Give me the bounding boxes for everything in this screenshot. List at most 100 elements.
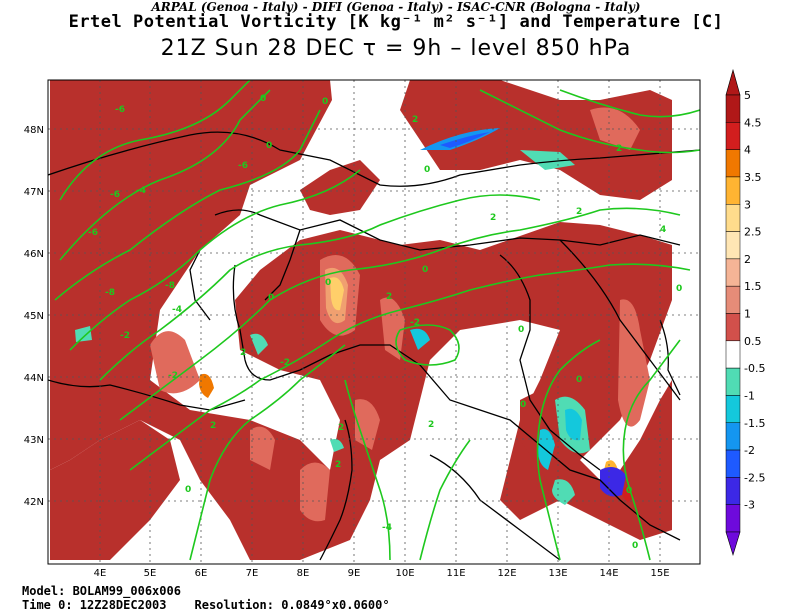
lon-label: 11E — [446, 568, 465, 579]
colorbar-label: 3 — [744, 198, 751, 211]
colorbar-top-arrow — [725, 68, 741, 96]
contour-label: 0 — [422, 265, 428, 275]
lon-label: 14E — [599, 568, 618, 579]
contour-label: -6 — [115, 105, 125, 115]
lon-label: 5E — [144, 568, 157, 579]
lat-label: 42N — [24, 497, 44, 508]
colorbar-label: 4.5 — [744, 116, 762, 129]
colorbar-label: -1 — [744, 389, 755, 402]
colorbar-box — [725, 422, 741, 451]
colorbar-boxes — [725, 94, 741, 533]
field-title: Ertel Potential Vorticity [K kg⁻¹ m² s⁻¹… — [68, 12, 724, 32]
pv-field — [50, 80, 672, 560]
colorbar-bottom-arrow — [725, 531, 741, 557]
contour-label: -4 — [172, 305, 182, 315]
footer-resolution: Resolution: 0.0849°x0.0600° — [194, 598, 390, 612]
contour-label: -8 — [105, 288, 115, 298]
colorbar-box — [725, 149, 741, 178]
colorbar-label: 4 — [744, 144, 751, 157]
colorbar-box — [725, 449, 741, 478]
contour-label: 2 — [335, 460, 341, 470]
colorbar-labels: 5 4.5 4 3.5 3 2.5 2 1.5 1 0.5 -0.5 -1 -1.5 -2 -2.5 -3 — [744, 89, 765, 512]
colorbar-label: -2 — [744, 444, 755, 457]
contour-label: -6 — [110, 190, 120, 200]
lon-label: 15E — [650, 568, 669, 579]
pv-positive-areas — [50, 80, 672, 560]
pv-negative-areas — [75, 128, 626, 505]
colorbar-label: 1.5 — [744, 280, 762, 293]
colorbar-box — [725, 367, 741, 396]
plot-frame — [47, 79, 701, 565]
colorbar-label: -3 — [744, 499, 755, 512]
lon-label: 13E — [548, 568, 567, 579]
lat-label: 48N — [24, 125, 44, 136]
contour-label: 0 — [268, 293, 274, 303]
colorbar-box — [725, 258, 741, 287]
coastlines-borders — [48, 131, 700, 561]
colorbar-box — [725, 285, 741, 314]
colorbar-box — [725, 231, 741, 260]
contour-label: 2 — [338, 423, 344, 433]
contour-label: -4 — [382, 523, 392, 533]
contour-label: -2 — [168, 371, 178, 381]
colorbar-box — [725, 176, 741, 205]
contour-label: -8 — [165, 281, 175, 291]
colorbar-box — [725, 122, 741, 150]
colorbar-box — [725, 94, 741, 123]
latitude-labels: 48N 47N 46N 45N 44N 43N 42N — [24, 125, 44, 508]
contour-label: 4 — [660, 225, 666, 235]
contour-label: 0 — [322, 97, 328, 107]
lon-label: 10E — [395, 568, 414, 579]
contour-label: -2 — [410, 318, 420, 328]
colorbar-label: 2 — [744, 253, 751, 266]
contour-label: 0 — [626, 486, 632, 496]
contour-label: -4 — [136, 186, 146, 196]
colorbar-label: 5 — [744, 89, 751, 102]
contour-label: 2 — [490, 213, 496, 223]
contour-label: 0 — [185, 485, 191, 495]
lon-label: 9E — [348, 568, 361, 579]
colorbar-box — [725, 395, 741, 423]
contour-label: 0 — [676, 284, 682, 294]
colorbar-label: 0.5 — [744, 335, 762, 348]
contour-label: 0 — [266, 141, 272, 151]
colorbar-box — [725, 204, 741, 232]
lat-label: 45N — [24, 311, 44, 322]
colorbar-box — [725, 504, 741, 533]
contour-label: 2 — [428, 420, 434, 430]
contour-label: -6 — [238, 161, 248, 171]
lon-label: 7E — [246, 568, 259, 579]
colorbar-label: 2.5 — [744, 226, 762, 239]
contour-label: -2 — [280, 358, 290, 368]
valid-time-title: 21Z Sun 28 DEC τ = 9h – level 850 hPa — [160, 36, 632, 61]
contour-label: 0 — [632, 541, 638, 551]
contour-label: 0 — [520, 400, 526, 410]
longitude-labels: 4E 5E 6E 7E 8E 9E 10E 11E 12E 13E 14E 15… — [94, 568, 670, 579]
contour-label: 2 — [386, 292, 392, 302]
contour-label: 0 — [424, 165, 430, 175]
footer-time: Time 0: 12Z28DEC2003 — [22, 598, 167, 612]
contour-label: -6 — [88, 228, 98, 238]
contour-label: 0 — [518, 325, 524, 335]
contour-label: 0 — [576, 375, 582, 385]
colorbar-box — [725, 313, 741, 342]
footer-time-row: Time 0: 12Z28DEC2003 Resolution: 0.0849°x… — [22, 598, 390, 612]
lon-label: 12E — [497, 568, 516, 579]
colorbar-label: -2.5 — [744, 471, 765, 484]
contour-label: 0 — [260, 94, 266, 104]
graticule — [48, 80, 700, 564]
lon-label: 8E — [297, 568, 310, 579]
lat-label: 44N — [24, 373, 44, 384]
contour-label: 2 — [240, 348, 246, 358]
lon-label: 6E — [195, 568, 208, 579]
contour-label: -2 — [120, 331, 130, 341]
lat-label: 43N — [24, 435, 44, 446]
contour-label-group: -6 -4 -6 -6 -8 -8 -6 0 0 0 -4 -2 -2 2 0 … — [88, 94, 682, 551]
colorbar: 5 4.5 4 3.5 3 2.5 2 1.5 1 0.5 -0.5 -1 -1.5 -2 -2.5 -3 — [725, 68, 765, 557]
lat-label: 47N — [24, 187, 44, 198]
contour-label: 2 — [616, 144, 622, 154]
lon-label: 4E — [94, 568, 107, 579]
temperature-contours — [54, 80, 700, 561]
footer-model: Model: BOLAM99_006x006 — [22, 584, 181, 598]
